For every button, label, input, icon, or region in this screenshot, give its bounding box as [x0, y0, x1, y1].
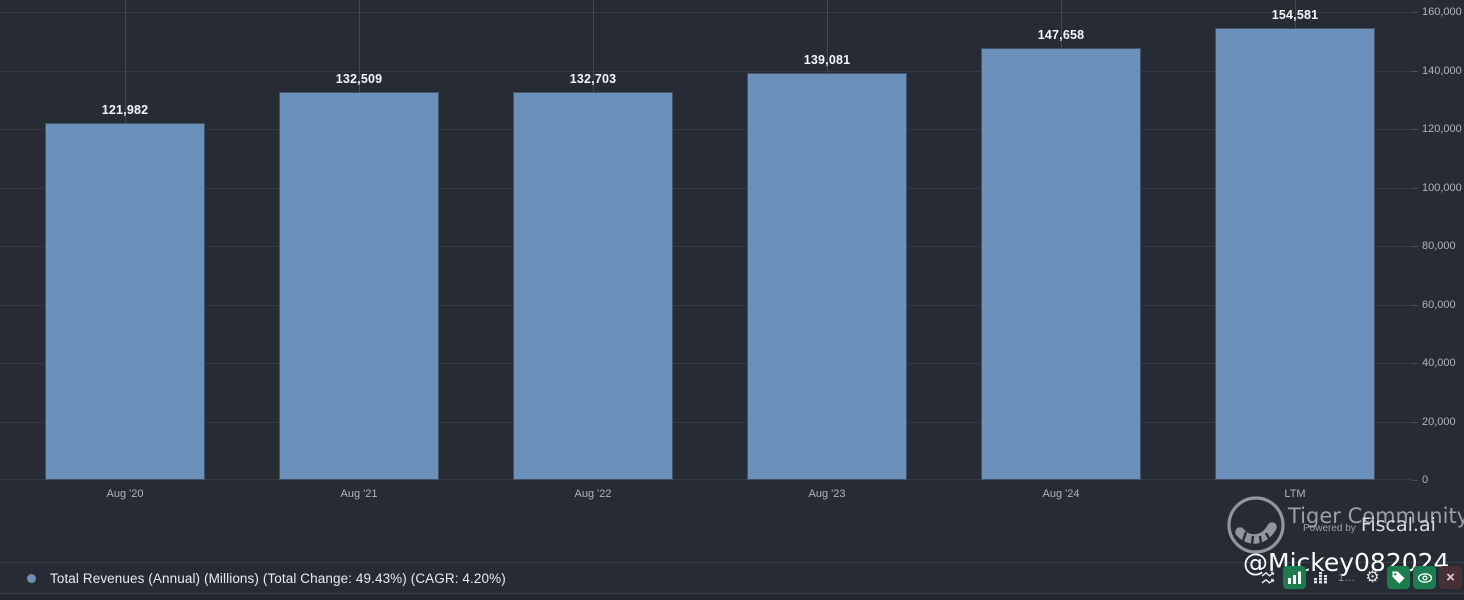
legend-dot: [27, 573, 36, 583]
y-tick-label: 100,000: [1422, 182, 1462, 194]
x-tick-label: Aug '24: [1042, 488, 1080, 500]
x-tick-label: LTM: [1284, 488, 1306, 500]
y-tick-label: 40,000: [1422, 357, 1456, 369]
y-tick-label: 80,000: [1422, 240, 1456, 252]
legend-label: Total Revenues (Annual) (Millions) (Tota…: [50, 570, 506, 586]
gridline-horizontal: [0, 363, 1412, 364]
fiscal-ai-brand: Fiscal.ai: [1360, 514, 1436, 536]
settings-button[interactable]: ⚙: [1361, 566, 1384, 589]
plot-area: 121,982 132,509 132,703 139,081 147,658 154,5…: [0, 0, 1412, 480]
compare-waves-icon: [1261, 571, 1274, 584]
y-axis: 0 20,000 40,000 60,000 80,000 100,000 120,000 1…: [1412, 0, 1464, 490]
revenue-bar[interactable]: [747, 73, 907, 480]
revenue-bar[interactable]: [513, 92, 673, 480]
y-tick-mark: [1412, 71, 1418, 72]
bar-value-label: 121,982: [101, 103, 149, 117]
x-tick-label: Aug '23: [808, 488, 846, 500]
y-tick-mark: [1412, 129, 1418, 130]
tag-icon: [1392, 571, 1405, 584]
y-tick-label: 20,000: [1422, 416, 1456, 428]
y-tick-label: 60,000: [1422, 299, 1456, 311]
bar-chart-button[interactable]: [1283, 566, 1306, 589]
close-icon: ×: [1446, 569, 1455, 586]
bottom-strip: [0, 595, 1464, 600]
tag-button[interactable]: [1387, 566, 1410, 589]
y-tick-mark: [1412, 480, 1418, 481]
y-tick-label: 140,000: [1422, 65, 1462, 77]
bar-value-label: 132,509: [335, 72, 383, 86]
x-tick-label: Aug '22: [574, 488, 612, 500]
gridline-horizontal: [0, 422, 1412, 423]
bar-chart-icon: [1288, 571, 1301, 584]
x-axis: Aug '20 Aug '21 Aug '22 Aug '23 Aug '24 LTM: [0, 488, 1412, 508]
compare-waves-button[interactable]: [1257, 566, 1280, 589]
gridline-horizontal: [0, 479, 1412, 480]
gridline-horizontal: [0, 129, 1412, 130]
gridline-horizontal: [0, 12, 1412, 13]
y-tick-label: 120,000: [1422, 123, 1462, 135]
bar-value-label: 132,703: [569, 72, 617, 86]
y-tick-label: 0: [1422, 474, 1429, 486]
y-tick-mark: [1412, 188, 1418, 189]
revenue-bar[interactable]: [981, 48, 1141, 480]
bar-value-label: 139,081: [803, 53, 851, 67]
gear-icon: ⚙: [1365, 568, 1380, 586]
x-tick-label: Aug '20: [106, 488, 144, 500]
gridline-horizontal: [0, 305, 1412, 306]
y-tick-mark: [1412, 246, 1418, 247]
y-tick-label: 160,000: [1422, 6, 1462, 18]
powered-by-label: Powered by: [1303, 523, 1356, 534]
revenue-bar[interactable]: [1215, 28, 1375, 480]
stacked-bars-button[interactable]: [1309, 566, 1332, 589]
eye-icon: [1417, 572, 1432, 583]
number-format-icon: 1…: [1337, 571, 1356, 584]
revenue-bar[interactable]: [45, 123, 205, 480]
visibility-button[interactable]: [1413, 566, 1436, 589]
tiger-community-logo-icon: [1227, 496, 1285, 554]
bar-value-label: 154,581: [1271, 8, 1319, 22]
revenue-bar[interactable]: [279, 92, 439, 480]
close-button[interactable]: ×: [1439, 566, 1462, 589]
y-tick-mark: [1412, 12, 1418, 13]
gridline-horizontal: [0, 188, 1412, 189]
bar-value-label: 147,658: [1037, 28, 1085, 42]
y-tick-mark: [1412, 422, 1418, 423]
watermark-community: Tiger Community: [1288, 504, 1464, 528]
number-format-button[interactable]: 1…: [1335, 566, 1358, 589]
legend-bar: Total Revenues (Annual) (Millions) (Tota…: [0, 562, 1464, 594]
gridline-horizontal: [0, 71, 1412, 72]
stacked-bars-icon: [1314, 572, 1327, 584]
watermark-powered-by: Powered by Fiscal.ai: [1303, 514, 1436, 536]
x-tick-label: Aug '21: [340, 488, 378, 500]
toolbar: 1… ⚙ ×: [1257, 566, 1462, 589]
gridline-horizontal: [0, 246, 1412, 247]
y-tick-mark: [1412, 305, 1418, 306]
y-tick-mark: [1412, 363, 1418, 364]
